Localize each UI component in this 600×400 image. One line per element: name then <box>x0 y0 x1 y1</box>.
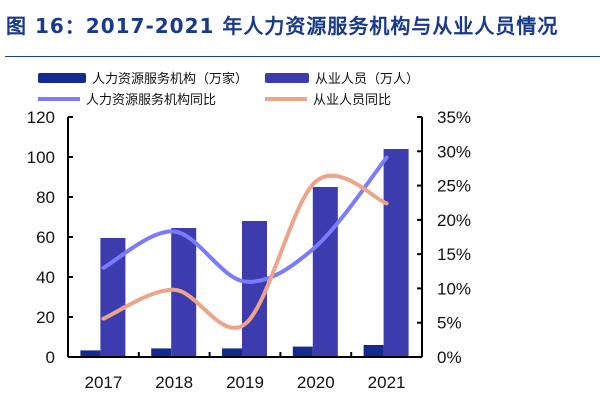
left-tick-label: 80 <box>36 188 55 207</box>
bar-employees <box>242 221 267 357</box>
left-tick-label: 0 <box>46 348 55 367</box>
x-tick-label: 2018 <box>155 373 193 392</box>
right-tick-label: 20% <box>437 211 471 230</box>
x-tick-label: 2017 <box>84 373 122 392</box>
left-tick-label: 20 <box>36 308 55 327</box>
legend-swatch <box>38 96 80 101</box>
right-tick-label: 5% <box>437 314 462 333</box>
chart-title: 图 16：2017-2021 年人力资源服务机构与从业人员情况 <box>6 14 559 38</box>
bar-institutions <box>363 345 384 357</box>
x-tick-label: 2020 <box>297 373 335 392</box>
title-divider <box>5 56 600 57</box>
bar-institutions <box>80 350 101 357</box>
x-tick-label: 2021 <box>368 373 406 392</box>
legend-item-institutions: 人力资源服务机构（万家） <box>38 68 248 87</box>
right-tick-label: 15% <box>437 245 471 264</box>
line-employees-yoy <box>101 173 389 330</box>
legend-item-employees: 从业人员（万人） <box>265 68 419 87</box>
bar-institutions <box>151 348 172 357</box>
left-tick-label: 40 <box>36 268 55 287</box>
legend-label: 从业人员同比 <box>313 93 392 108</box>
legend-swatch <box>265 96 307 101</box>
x-tick-label: 2019 <box>226 373 264 392</box>
legend-label: 人力资源服务机构（万家） <box>92 72 249 87</box>
bar-employees <box>383 149 409 357</box>
legend-item-employees-yoy: 从业人员同比 <box>265 89 391 108</box>
legend-item-institutions-yoy: 人力资源服务机构同比 <box>38 89 216 108</box>
legend-swatch <box>265 72 309 83</box>
bar-institutions <box>292 346 313 357</box>
left-tick-label: 100 <box>27 148 55 167</box>
right-tick-label: 10% <box>437 279 471 298</box>
right-tick-label: 30% <box>437 142 471 161</box>
right-tick-label: 0% <box>437 348 462 367</box>
bar-institutions <box>222 348 242 357</box>
legend-label: 从业人员（万人） <box>315 72 420 87</box>
bar-employees <box>312 187 338 357</box>
right-tick-label: 35% <box>437 108 471 127</box>
legend-label: 人力资源服务机构同比 <box>86 93 217 108</box>
right-tick-label: 25% <box>437 177 471 196</box>
legend-swatch <box>38 72 86 83</box>
left-tick-label: 120 <box>27 108 55 127</box>
left-tick-label: 60 <box>36 228 55 247</box>
